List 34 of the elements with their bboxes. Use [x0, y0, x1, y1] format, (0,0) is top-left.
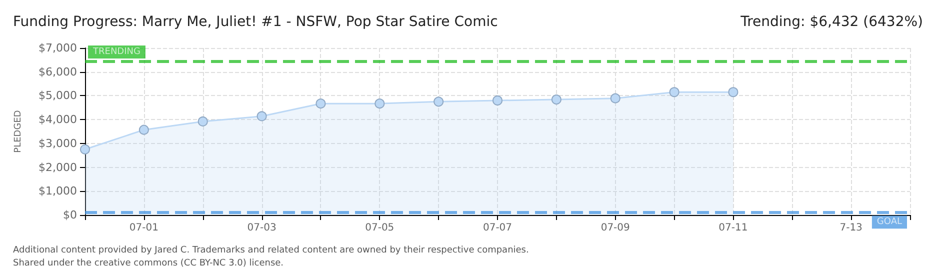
- chart-subtitle: Trending: $6,432 (6432%): [740, 14, 924, 30]
- x-tick-label: 07-05: [365, 222, 394, 234]
- ref-line-label: GOAL: [876, 217, 902, 228]
- chart-title: Funding Progress: Marry Me, Juliet! #1 - NSFW, Pop Star Satire Comic: [13, 14, 498, 30]
- point: [669, 87, 680, 98]
- point: [138, 124, 149, 135]
- point: [80, 144, 90, 154]
- x-tick-label: 07-07: [482, 222, 512, 234]
- y-axis-title: PLEDGED: [14, 110, 24, 153]
- x-tick-label: 07-03: [247, 222, 276, 234]
- y-tick-label: $0: [63, 208, 77, 222]
- point: [728, 87, 738, 98]
- y-tick-label: $4,000: [38, 113, 77, 126]
- point: [610, 93, 620, 104]
- text: Additional content provided by Jared C. Trademarks and related content are owned by their respective companies.: [13, 246, 529, 256]
- text: Shared under the creative commons (CC BY-NC 3.0) license.: [13, 258, 284, 268]
- point: [316, 98, 326, 109]
- point: [492, 95, 502, 106]
- y-tick-label: $2,000: [38, 160, 77, 174]
- x-tick-label: 7-13: [840, 222, 862, 234]
- y-tick-label: $1,000: [38, 184, 77, 198]
- y-tick-label: $7,000: [38, 42, 77, 54]
- point: [374, 98, 385, 109]
- x-tick-label: 07-11: [718, 222, 748, 234]
- ref-line-label: TRENDING: [92, 47, 140, 58]
- point: [198, 116, 208, 126]
- x-tick-label: 07-09: [600, 222, 630, 234]
- y-tick-label: $3,000: [38, 136, 77, 150]
- point: [256, 111, 267, 122]
- point: [551, 94, 562, 105]
- y-tick-label: $6,000: [38, 65, 77, 78]
- y-tick-label: $5,000: [38, 89, 77, 102]
- x-tick-label: 07-01: [129, 222, 158, 234]
- point: [434, 96, 444, 107]
